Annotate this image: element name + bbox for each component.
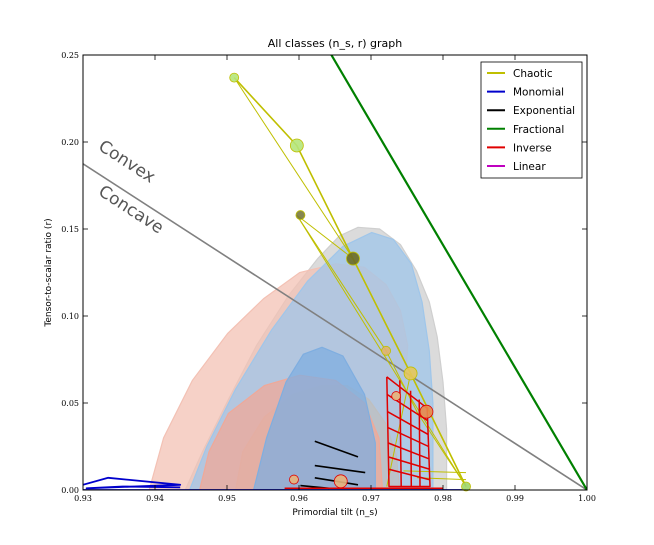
inverse-line-4: [388, 442, 429, 460]
series-points: [229, 72, 471, 492]
y-axis-label: Tensor-to-scalar ratio (r): [44, 218, 54, 327]
inverse-line-6: [388, 468, 430, 481]
x-tick-label: 0.96: [290, 494, 308, 503]
inverse-line-2: [387, 411, 429, 435]
inverse-line-3: [387, 426, 429, 448]
inverse-line-5: [388, 456, 430, 470]
x-tick-label: 1.00: [578, 494, 596, 503]
y-tick-label: 0.05: [61, 399, 79, 408]
inverse-line-0: [386, 376, 431, 488]
y-tick-label: 0.10: [61, 312, 79, 321]
inverse-line-9: [418, 399, 421, 487]
legend-label-monomial: Monomial: [513, 87, 564, 99]
legend-label-exponential: Exponential: [513, 105, 575, 117]
x-axis-label: Primordial tilt (n_s): [292, 508, 377, 518]
chart-title: All classes (n_s, r) graph: [268, 37, 402, 50]
axis-ticks: 0.93 0.94 0.95 0.96 0.97 0.98 0.99 1.00 0.00 0.05…: [61, 51, 596, 503]
exponential-line-0: [314, 440, 359, 458]
convexity-divider: [83, 163, 587, 490]
inverse-point-1: [419, 404, 434, 419]
x-tick-label: 0.93: [74, 494, 92, 503]
exponential-line-1: [314, 464, 366, 474]
monomial-line-0: [83, 476, 182, 490]
chaotic-line-8: [403, 470, 467, 474]
x-tick-label: 0.98: [434, 494, 452, 503]
chaotic-line-6: [410, 373, 467, 487]
chaotic-line-2: [296, 214, 354, 259]
x-tick-label: 0.94: [146, 494, 164, 503]
legend-label-linear: Linear: [513, 161, 546, 173]
chaotic-point-1: [289, 138, 304, 153]
chaotic-point-3: [346, 251, 360, 266]
inverse-point-2: [289, 474, 299, 485]
region-blue-inner: [252, 346, 376, 490]
divider-line: [83, 163, 587, 490]
chaotic-line-3: [296, 214, 467, 487]
plot-frame: [82, 54, 588, 491]
chaotic-point-4: [381, 345, 392, 356]
region-label-concave: Concave: [95, 182, 167, 239]
legend-box: [480, 61, 583, 179]
chaotic-point-5: [403, 366, 418, 381]
x-tick-label: 0.97: [362, 494, 380, 503]
legend-label-fractional: Fractional: [513, 124, 564, 136]
fractional-line-0: [330, 55, 587, 490]
inverse-point-3: [333, 474, 348, 489]
x-tick-label: 0.99: [506, 494, 524, 503]
inverse-point-0: [391, 391, 402, 401]
legend-label-chaotic: Chaotic: [513, 68, 553, 80]
region-label-convex: Convex: [95, 136, 159, 187]
inverse-line-8: [409, 390, 413, 487]
chaotic-point-6: [461, 481, 471, 492]
chaotic-point-0: [229, 72, 240, 83]
confidence-regions: [148, 226, 448, 490]
legend-label-inverse: Inverse: [513, 142, 552, 154]
y-tick-label: 0.00: [61, 486, 79, 495]
y-tick-label: 0.15: [61, 225, 79, 234]
x-tick-label: 0.95: [218, 494, 236, 503]
y-tick-label: 0.25: [61, 51, 79, 60]
legend: Chaotic Monomial Exponential Fractional Inve…: [480, 61, 583, 179]
chaotic-line-1: [233, 77, 354, 259]
y-tick-label: 0.20: [61, 138, 79, 147]
chaotic-point-2: [295, 210, 306, 220]
